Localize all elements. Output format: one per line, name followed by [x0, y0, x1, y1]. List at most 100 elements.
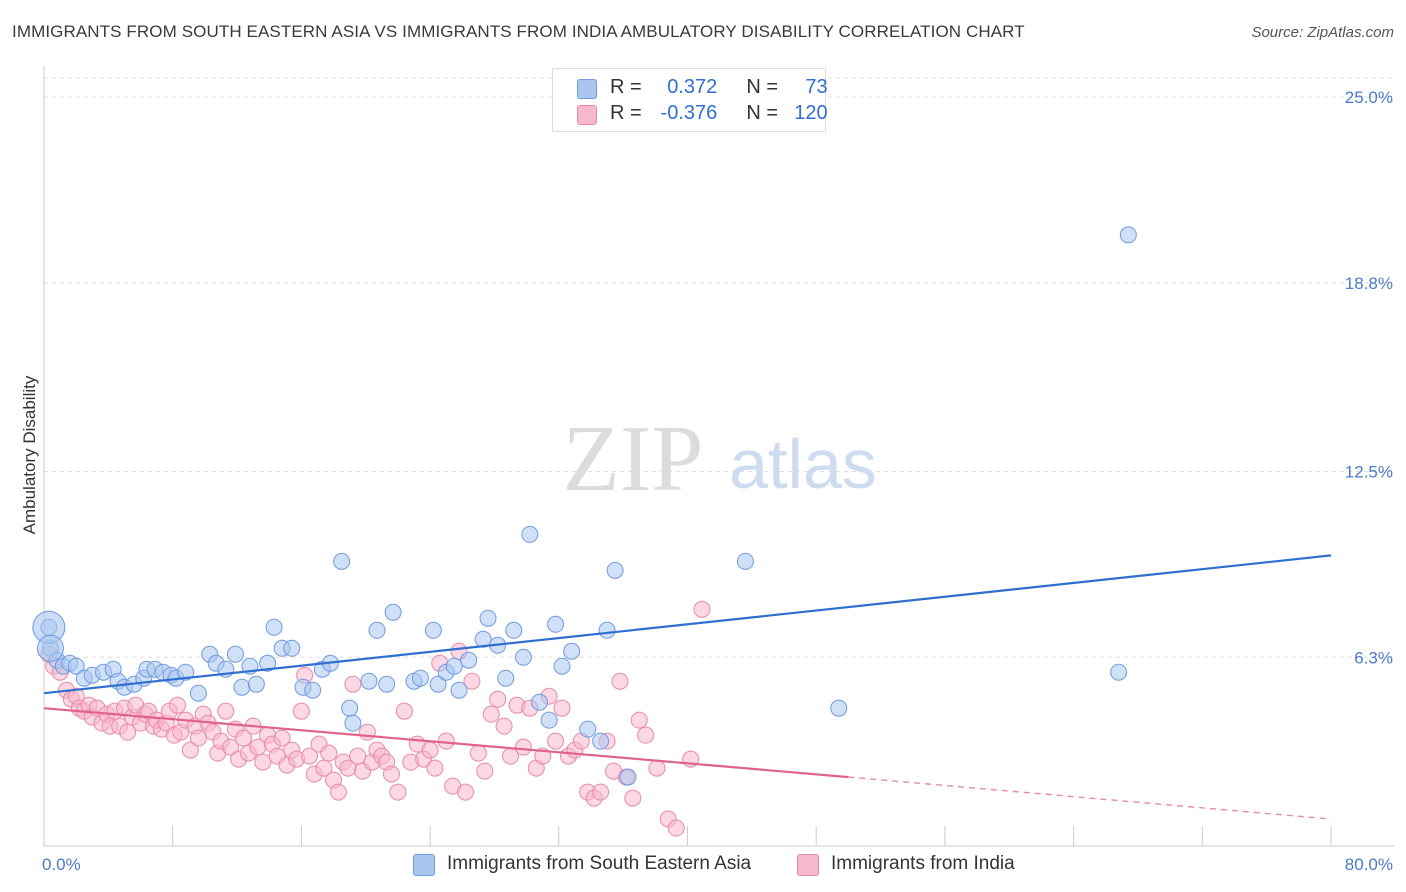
scatter-point-south-eastern-asia [304, 681, 322, 699]
watermark-zip: ZIP [563, 407, 704, 511]
legend-n-label: N = [746, 76, 779, 98]
scatter-point-india [611, 672, 629, 690]
scatter-point-south-eastern-asia [445, 657, 463, 675]
scatter-point-south-eastern-asia [36, 634, 64, 662]
scatter-point-south-eastern-asia [226, 645, 244, 663]
scatter-point-india [637, 726, 655, 744]
chart-title: IMMIGRANTS FROM SOUTH EASTERN ASIA VS IM… [12, 22, 1025, 41]
scatter-point-south-eastern-asia [540, 711, 558, 729]
scatter-point-south-eastern-asia [259, 654, 277, 672]
axes [43, 66, 1394, 847]
scatter-point-south-eastern-asia [283, 639, 301, 657]
trend-line-india [43, 707, 849, 779]
scatter-point-india [476, 762, 494, 780]
legend-r-value: -0.376 [660, 102, 718, 124]
scatter-point-south-eastern-asia [530, 693, 548, 711]
scatter-point-india [222, 738, 240, 756]
scatter-point-india [495, 717, 513, 735]
scatter-point-south-eastern-asia [479, 609, 497, 627]
scatter-point-india [395, 702, 413, 720]
bottom-legend-swatch-blue [413, 854, 435, 876]
scatter-point-india [426, 759, 444, 777]
scatter-point-india [358, 723, 376, 741]
y-tick-label: 12.5% [1345, 463, 1393, 482]
scatter-point-south-eastern-asia [411, 669, 429, 687]
trend-line-south-eastern-asia [43, 554, 1332, 695]
x-tick-label: 0.0% [42, 855, 81, 874]
legend-r-value: 0.372 [667, 76, 718, 98]
scatter-point-south-eastern-asia [521, 525, 539, 543]
scatter-point-india [667, 819, 685, 837]
scatter-point-south-eastern-asia [830, 699, 848, 717]
scatter-point-south-eastern-asia [563, 642, 581, 660]
scatter-point-south-eastern-asia [429, 675, 447, 693]
scatter-point-india [344, 675, 362, 693]
scatter-point-india [329, 783, 347, 801]
scatter-point-south-eastern-asia [247, 675, 265, 693]
scatter-point-south-eastern-asia [514, 648, 532, 666]
scatter-point-india [547, 732, 565, 750]
series-south-eastern-asia [32, 226, 1137, 786]
scatter-point-south-eastern-asia [619, 768, 637, 786]
scatter-point-south-eastern-asia [378, 675, 396, 693]
scatter-point-india [469, 744, 487, 762]
bottom-legend-swatch-pink [797, 854, 819, 876]
y-tick-label: 18.8% [1345, 274, 1393, 293]
scatter-point-south-eastern-asia [177, 663, 195, 681]
chart-source: Source: ZipAtlas.com [1251, 24, 1394, 41]
scatter-point-south-eastern-asia [189, 684, 207, 702]
bottom-legend-label: Immigrants from India [831, 853, 1015, 874]
scatter-point-south-eastern-asia [67, 657, 85, 675]
x-tick-labels: 0.0% 80.0% [42, 855, 1393, 874]
legend-swatch-pink [577, 105, 597, 125]
scatter-point-south-eastern-asia [265, 618, 283, 636]
scatter-point-south-eastern-asia [579, 720, 597, 738]
scatter-point-south-eastern-asia [344, 714, 362, 732]
scatter-point-south-eastern-asia [1110, 663, 1128, 681]
scatter-point-south-eastern-asia [384, 603, 402, 621]
scatter-point-south-eastern-asia [547, 615, 565, 633]
correlation-legend: R = 0.372 N = 73 R = -0.376 N = 120 [552, 68, 828, 132]
scatter-point-south-eastern-asia [497, 669, 515, 687]
scatter-point-south-eastern-asia [450, 681, 468, 699]
legend-n-value: 73 [805, 76, 828, 98]
scatter-point-india [217, 702, 235, 720]
scatter-point-india [254, 753, 272, 771]
trend-lines [43, 554, 1332, 820]
scatter-point-india [592, 783, 610, 801]
scatter-point-south-eastern-asia [598, 621, 616, 639]
scatter-point-india [648, 759, 666, 777]
y-tick-label: 6.3% [1354, 648, 1393, 667]
scatter-point-india [630, 711, 648, 729]
scatter-point-india [292, 702, 310, 720]
y-tick-labels: 6.3% 12.5% 18.8% 25.0% [1345, 88, 1393, 667]
scatter-point-india [463, 672, 481, 690]
scatter-point-india [514, 738, 532, 756]
bottom-legend-label: Immigrants from South Eastern Asia [447, 853, 752, 874]
legend-swatch-blue [577, 79, 597, 99]
scatter-point-south-eastern-asia [360, 672, 378, 690]
scatter-point-south-eastern-asia [424, 621, 442, 639]
scatter-point-india [624, 789, 642, 807]
trend-line-india-extension [848, 776, 1332, 820]
watermark: ZIP atlas [563, 407, 877, 511]
scatter-point-india [189, 729, 207, 747]
legend-r-label: R = [610, 102, 642, 124]
scatter-point-india [169, 696, 187, 714]
scatter-point-south-eastern-asia [333, 552, 351, 570]
y-axis-label: Ambulatory Disability [20, 375, 39, 534]
scatter-point-south-eastern-asia [505, 621, 523, 639]
scatter-point-south-eastern-asia [368, 621, 386, 639]
scatter-point-india [456, 783, 474, 801]
scatter-point-south-eastern-asia [233, 678, 251, 696]
scatter-point-india [382, 765, 400, 783]
scatter-point-india [320, 744, 338, 762]
legend-n-value: 120 [794, 102, 828, 124]
legend-r-label: R = [610, 76, 642, 98]
scatter-point-india [553, 699, 571, 717]
scatter-point-south-eastern-asia [592, 732, 610, 750]
y-tick-label: 25.0% [1345, 88, 1393, 107]
scatter-point-india [693, 600, 711, 618]
scatter-point-south-eastern-asia [1119, 226, 1137, 244]
